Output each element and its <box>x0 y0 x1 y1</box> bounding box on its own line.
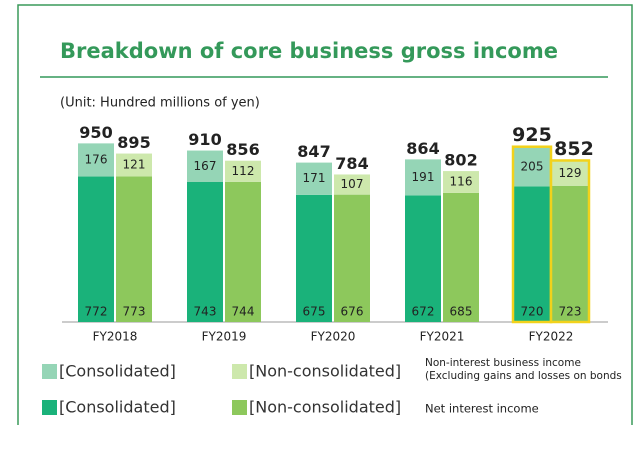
bar-segment <box>552 161 588 186</box>
segment-label: 723 <box>559 305 582 319</box>
total-label: 864 <box>406 139 439 158</box>
bar-segment <box>187 150 223 183</box>
bar-segment <box>78 143 114 177</box>
bar-segment <box>514 147 550 187</box>
bar-segment <box>443 192 479 322</box>
bar-segment <box>334 194 370 322</box>
legend-swatch <box>42 364 57 379</box>
legend-swatch <box>42 400 57 415</box>
legend-description: Net interest income <box>425 402 539 416</box>
segment-label: 191 <box>412 170 435 184</box>
bar-segment <box>78 176 114 322</box>
unit-label: (Unit: Hundred millions of yen) <box>60 96 260 111</box>
legend-swatch <box>232 364 247 379</box>
total-label: 852 <box>554 138 594 160</box>
segment-label: 685 <box>450 305 473 319</box>
bar-segment <box>443 171 479 193</box>
segment-label: 773 <box>123 305 146 319</box>
total-label: 925 <box>512 124 552 146</box>
bar-segment <box>116 176 152 322</box>
bar-segment <box>296 194 332 322</box>
segment-label: 112 <box>232 164 255 178</box>
x-tick-label: FY2018 <box>93 330 138 344</box>
segment-label: 743 <box>194 305 217 319</box>
segment-label: 107 <box>341 177 364 191</box>
bar-segment <box>116 153 152 177</box>
segment-label: 205 <box>521 160 544 174</box>
legend-description: (Excluding gains and losses on bonds <box>425 370 622 382</box>
total-label: 847 <box>297 142 330 161</box>
bar-segment <box>405 159 441 196</box>
legend-swatch <box>232 400 247 415</box>
highlight-box <box>549 159 591 324</box>
legend-label: [Non-consolidated] <box>249 398 401 417</box>
total-label: 950 <box>79 123 112 142</box>
legend-label: [Consolidated] <box>59 398 176 417</box>
segment-label: 129 <box>559 166 582 180</box>
segment-label: 675 <box>303 305 326 319</box>
segment-label: 176 <box>85 152 108 166</box>
segment-label: 720 <box>521 305 544 319</box>
segment-label: 772 <box>85 305 108 319</box>
total-label: 910 <box>188 130 221 149</box>
segment-label: 116 <box>450 175 473 189</box>
bar-segment <box>296 162 332 195</box>
legend-label: [Consolidated] <box>59 362 176 381</box>
x-tick-label: FY2020 <box>311 330 356 344</box>
bar-segment <box>187 182 223 322</box>
segment-label: 672 <box>412 305 435 319</box>
x-tick-label: FY2021 <box>420 330 465 344</box>
x-tick-label: FY2022 <box>529 330 574 344</box>
segment-label: 121 <box>123 157 146 171</box>
bar-segment <box>552 185 588 322</box>
total-label: 784 <box>335 154 368 173</box>
legend-label: [Non-consolidated] <box>249 362 401 381</box>
segment-label: 171 <box>303 171 326 185</box>
legend-description: Non-interest business income <box>425 357 581 369</box>
total-label: 802 <box>444 151 477 170</box>
x-tick-label: FY2019 <box>202 330 247 344</box>
bar-segment <box>334 174 370 195</box>
segment-label: 676 <box>341 305 364 319</box>
segment-label: 744 <box>232 305 255 319</box>
frame <box>17 4 633 425</box>
segment-label: 167 <box>194 159 217 173</box>
bar-segment <box>225 160 261 182</box>
total-label: 856 <box>226 140 259 159</box>
bar-segment <box>225 181 261 322</box>
total-label: 895 <box>117 133 150 152</box>
chart-title: Breakdown of core business gross income <box>60 39 558 63</box>
bar-segment <box>405 195 441 322</box>
bar-segment <box>514 186 550 322</box>
